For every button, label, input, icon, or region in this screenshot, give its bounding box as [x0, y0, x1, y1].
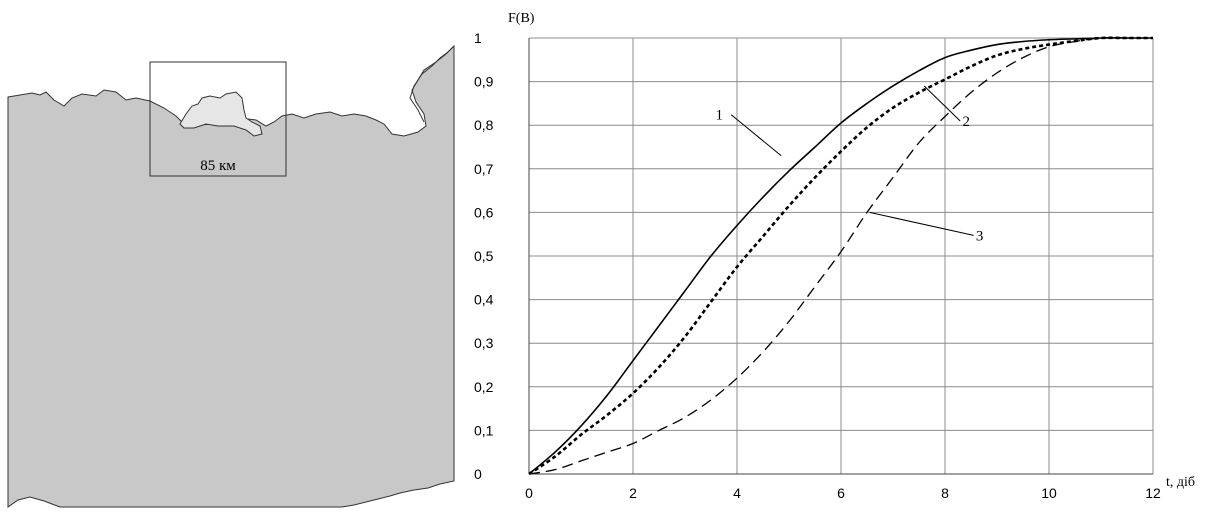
- curve-label-leader: [730, 114, 782, 157]
- map-scale-label: 85 км: [200, 158, 236, 174]
- chart-panel: 0 2 4 6 8 10 12 00,10,20,30,40,50,60,70,80,91 …: [474, 11, 1195, 501]
- x-tick-label: 2: [629, 485, 637, 501]
- grid: [528, 37, 1154, 475]
- y-tick-label: 0,9: [474, 74, 494, 90]
- map-frame: [149, 61, 287, 177]
- curve-labels: 1 2 3: [715, 85, 984, 244]
- curve-label: 2: [962, 114, 970, 130]
- x-tick-label: 6: [837, 485, 845, 501]
- y-tick-label: 0,7: [474, 161, 494, 177]
- series-1-line: [528, 37, 1153, 475]
- x-tick-label: 12: [1145, 485, 1161, 501]
- y-tick-label: 1: [474, 30, 482, 46]
- x-tick-label: 10: [1041, 485, 1057, 501]
- y-tick-label: 0,5: [474, 248, 494, 264]
- x-tick-label: 4: [733, 485, 741, 501]
- land-mass: [7, 44, 455, 508]
- series-3-line: [528, 37, 1153, 475]
- map-panel: 85 км: [7, 44, 455, 508]
- y-tick-label: 0,2: [474, 379, 494, 395]
- curve-label: 3: [976, 228, 984, 244]
- x-tick-labels: 0 2 4 6 8 10 12: [525, 485, 1161, 501]
- y-tick-label: 0,1: [474, 422, 494, 438]
- y-tick-label: 0,4: [474, 292, 494, 308]
- y-tick-label: 0,3: [474, 335, 494, 351]
- series-lines: [528, 36, 1153, 476]
- y-tick-labels: 0 0,1 0,2 0,3 0,4 0,5 0,6 0,7 0,8 0,9 1: [474, 30, 494, 482]
- y-tick-label: 0: [474, 466, 482, 482]
- y-tick-label: 0,6: [474, 204, 494, 220]
- curve-label-leader: [869, 211, 974, 236]
- x-tick-label: 0: [525, 485, 533, 501]
- y-tick-label: 0,8: [474, 117, 494, 133]
- x-axis-label: t, діб: [1166, 475, 1195, 490]
- x-tick-label: 8: [941, 485, 949, 501]
- region-shape: [179, 91, 263, 137]
- curve-label-leader: [923, 85, 961, 122]
- series-2-line: [528, 36, 1153, 476]
- curve-label: 1: [715, 108, 723, 124]
- coastline-right: [409, 45, 455, 123]
- y-axis-label: F(B): [508, 11, 535, 26]
